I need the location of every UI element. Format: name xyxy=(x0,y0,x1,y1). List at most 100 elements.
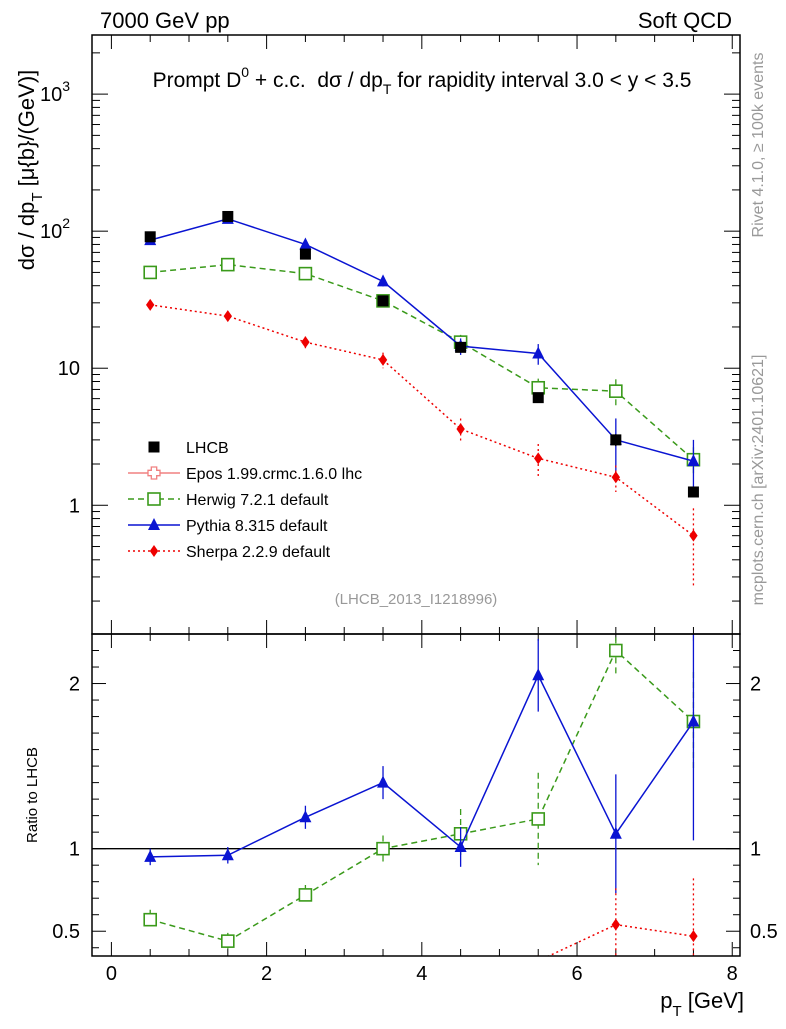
title-sup: 0 xyxy=(241,64,249,80)
herwig-line xyxy=(150,263,694,461)
sherpa-point xyxy=(378,353,388,366)
sherpa-point xyxy=(456,423,465,436)
x-tick-label: 4 xyxy=(416,963,427,985)
legend-label: Pythia 8.315 default xyxy=(186,518,328,535)
x-tick-label: 8 xyxy=(727,963,738,985)
sherpa-ratio-point xyxy=(689,930,698,943)
xlabel-tail: [GeV] xyxy=(682,988,744,1013)
main-panel xyxy=(143,210,701,588)
y-tick-label: 102 xyxy=(40,215,70,243)
y-tick-label-base: 10 xyxy=(40,221,62,243)
rivet-version-label: Rivet 4.1.0, ≥ 100k events xyxy=(750,53,767,238)
chart-title: Prompt D0 + c.c. dσ / dpT for rapidity i… xyxy=(153,64,692,97)
y-tick-label-base: 1 xyxy=(69,495,80,517)
y-tick-label-base: 10 xyxy=(58,358,80,380)
ratio-tick-label-right: 0.5 xyxy=(750,921,778,943)
pythia-ratio-point xyxy=(299,810,312,823)
herwig-ratio-line xyxy=(150,649,694,942)
y-tick-label: 103 xyxy=(40,78,70,106)
y-tick-label: 1 xyxy=(69,495,80,517)
analysis-tag: (LHCB_2013_I1218996) xyxy=(335,591,498,608)
legend: LHCB Epos 1.99.crmc.1.6.0 lhc Herwig 7.2.1… xyxy=(128,440,362,561)
pythia-ratio-point xyxy=(221,848,234,861)
ratio-y-axis-label: Ratio to LHCB xyxy=(24,747,41,843)
ratio-tick-label: 1 xyxy=(69,839,80,861)
pythia-point xyxy=(532,346,545,359)
lhcb-point xyxy=(687,486,699,498)
sherpa-line xyxy=(150,304,694,537)
y-tick-label-exponent: 2 xyxy=(62,215,70,231)
sherpa-point xyxy=(146,298,155,311)
lhcb-point xyxy=(222,210,234,222)
legend-label: Epos 1.99.crmc.1.6.0 lhc xyxy=(186,466,362,483)
pythia-ratio-line xyxy=(150,673,695,858)
ratio-panel xyxy=(143,634,701,956)
ratio-tick-label-right: 1 xyxy=(750,839,761,861)
ylabel-tail: [μ{b}/(GeV)] xyxy=(14,70,39,193)
herwig-point xyxy=(298,266,313,281)
ratio-tick-label-right: 2 xyxy=(750,674,761,696)
sherpa-point xyxy=(301,336,310,349)
title-sub: T xyxy=(383,81,392,97)
sherpa-ratio-point xyxy=(537,954,539,956)
y-axis-label: dσ / dpT [μ{b}/(GeV)] xyxy=(14,70,46,271)
lhcb-point xyxy=(144,231,156,243)
x-tick-label: 6 xyxy=(571,963,582,985)
header-right: Soft QCD xyxy=(638,8,732,33)
sherpa-point xyxy=(534,452,543,465)
herwig-point xyxy=(143,265,158,280)
legend-label: Herwig 7.2.1 default xyxy=(186,492,329,509)
lhcb-point xyxy=(377,295,389,307)
herwig-ratio-point xyxy=(221,934,235,948)
herwig-ratio-point xyxy=(609,643,623,658)
legend-marker xyxy=(148,441,160,453)
title-mid: + c.c. dσ / dp xyxy=(249,69,383,92)
lhcb-point xyxy=(532,392,544,404)
ylabel-sub: T xyxy=(29,192,46,201)
series-layer xyxy=(143,210,701,956)
ratio-tick-label: 0.5 xyxy=(52,921,80,943)
xlabel-sub: T xyxy=(672,1003,681,1020)
pythia-line xyxy=(150,218,694,462)
ylabel-base: dσ / dp xyxy=(14,202,39,271)
lhcb-point xyxy=(299,248,311,260)
pythia-ratio-point xyxy=(454,840,467,853)
herwig-point xyxy=(221,257,235,272)
herwig-point xyxy=(531,380,546,395)
y-tick-label-exponent: 3 xyxy=(62,78,70,94)
legend-label: LHCB xyxy=(186,440,229,457)
lhcb-point xyxy=(610,434,622,446)
lhcb-point xyxy=(455,341,467,353)
pythia-point xyxy=(687,454,700,467)
pythia-ratio-point xyxy=(144,849,157,862)
title-base: Prompt D xyxy=(153,69,242,92)
header-left: 7000 GeV pp xyxy=(100,8,230,33)
pythia-ratio-point xyxy=(609,826,622,839)
x-tick-label: 2 xyxy=(261,963,272,985)
pythia-point xyxy=(299,237,312,250)
x-tick-label: 0 xyxy=(106,963,117,985)
legend-marker xyxy=(148,518,160,530)
legend-marker xyxy=(147,466,161,480)
ratio-tick-label: 2 xyxy=(69,674,80,696)
sherpa-point xyxy=(223,310,233,323)
mcplots-label: mcplots.cern.ch [arXiv:2401.10621] xyxy=(750,355,767,606)
herwig-ratio-point xyxy=(531,812,546,826)
sherpa-point xyxy=(611,471,621,484)
sherpa-ratio-point xyxy=(611,918,621,931)
herwig-ratio-point xyxy=(298,888,313,902)
x-axis-label: pT [GeV] xyxy=(660,988,744,1020)
title-tail: for rapidity interval 3.0 < y < 3.5 xyxy=(391,69,691,92)
legend-marker xyxy=(149,545,159,557)
xlabel-base: p xyxy=(660,988,672,1013)
herwig-point xyxy=(609,384,623,398)
pythia-point xyxy=(377,274,390,287)
herwig-ratio-point xyxy=(143,912,158,927)
pythia-ratio-point xyxy=(687,714,700,727)
y-tick-label: 10 xyxy=(58,358,80,380)
sherpa-point xyxy=(689,529,698,542)
ratio-plot-frame xyxy=(91,633,741,957)
